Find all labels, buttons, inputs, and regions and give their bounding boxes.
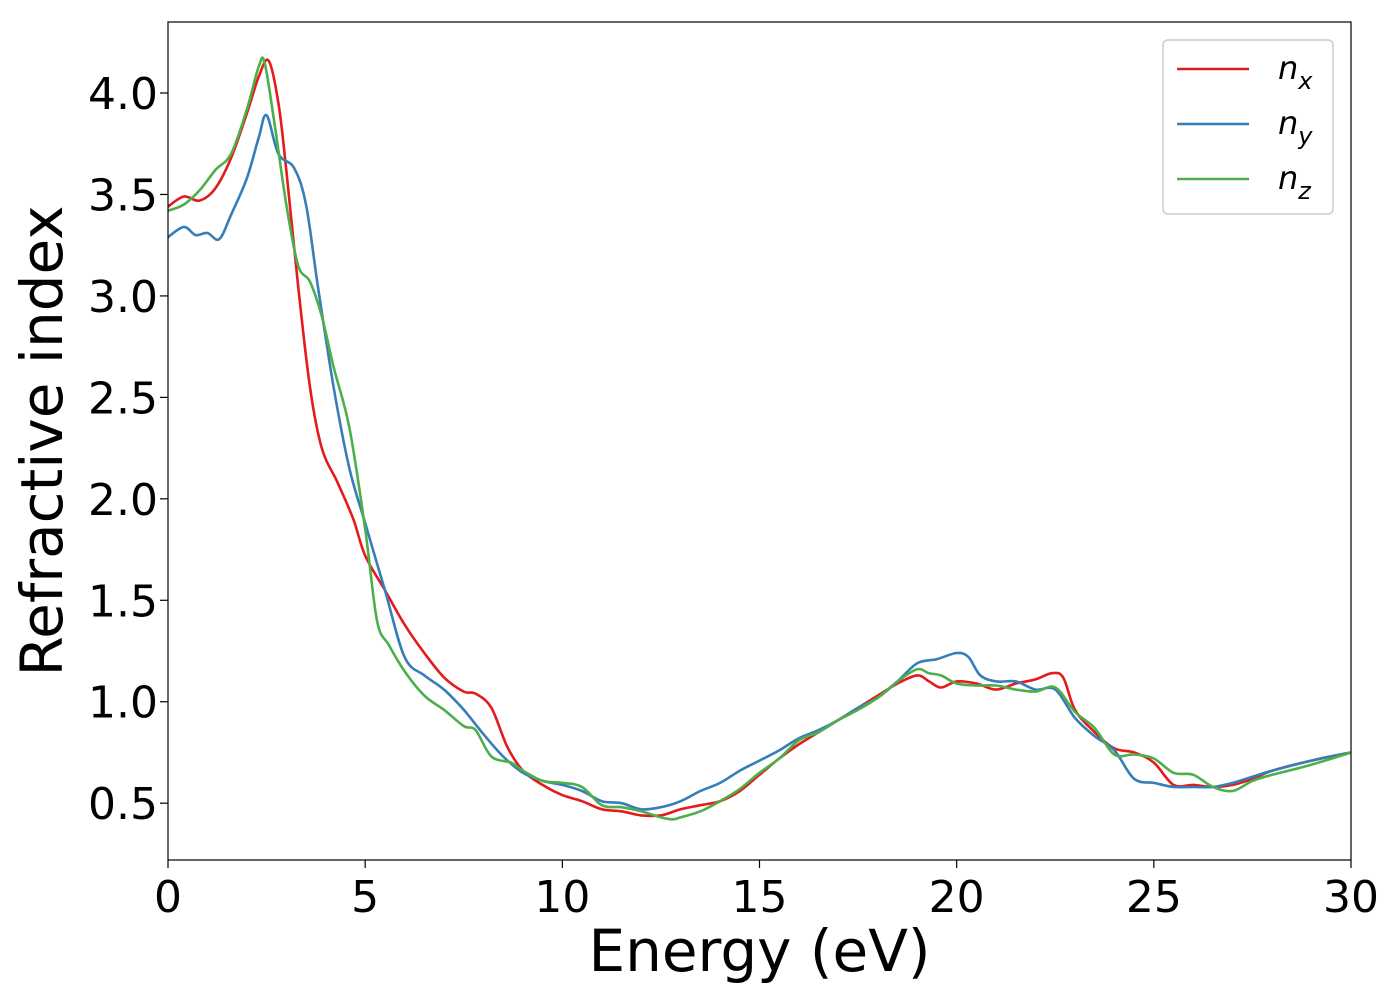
y-axis-label: Refractive index — [8, 205, 76, 676]
x-tick-label: 5 — [351, 872, 379, 923]
series-layer — [167, 56, 1352, 821]
x-axis-ticks: 0 5 10 15 20 25 30 — [154, 860, 1379, 923]
y-tick-label: 1.5 — [88, 576, 158, 627]
x-tick-label: 0 — [154, 872, 182, 923]
plot-background — [168, 22, 1351, 860]
x-tick-label: 20 — [929, 872, 985, 923]
legend-box — [1162, 39, 1334, 215]
series-line-nx — [167, 58, 1352, 818]
x-tick-label: 15 — [732, 872, 788, 923]
x-tick-label: 30 — [1323, 872, 1379, 923]
y-axis-ticks: 0.5 1.0 1.5 2.0 2.5 3.0 3.5 4.0 — [88, 69, 168, 830]
y-tick-label: 0.5 — [88, 779, 158, 830]
series-line-nz — [167, 56, 1352, 821]
y-tick-label: 2.5 — [88, 373, 158, 424]
x-tick-label: 25 — [1126, 872, 1182, 923]
x-tick-label: 10 — [534, 872, 590, 923]
y-tick-label: 3.5 — [88, 170, 158, 221]
y-tick-label: 4.0 — [88, 69, 158, 120]
x-axis-label: Energy (eV) — [588, 917, 930, 985]
y-tick-label: 3.0 — [88, 272, 158, 323]
series-line-ny — [167, 113, 1352, 811]
y-tick-label: 2.0 — [88, 475, 158, 526]
y-tick-label: 1.0 — [88, 678, 158, 729]
